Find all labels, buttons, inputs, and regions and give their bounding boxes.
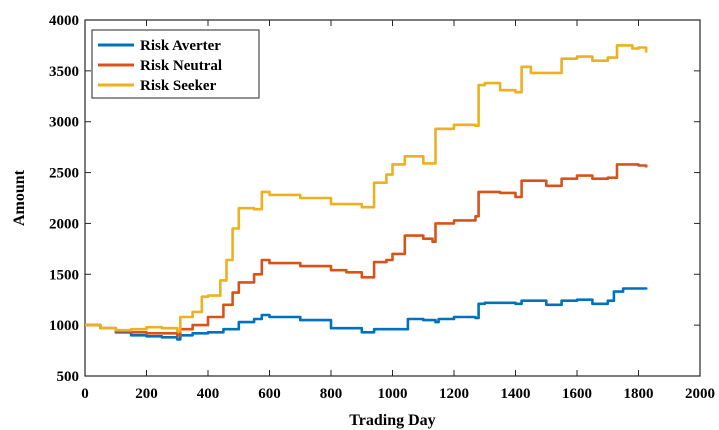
y-tick-label: 500: [57, 369, 80, 385]
x-tick-label: 1800: [624, 386, 654, 402]
y-tick-label: 1500: [49, 267, 79, 283]
legend-label: Risk Seeker: [140, 78, 217, 94]
y-tick-label: 1000: [49, 318, 79, 334]
x-tick-label: 2000: [685, 386, 715, 402]
y-axis-title: Amount: [11, 169, 28, 226]
legend-label: Risk Neutral: [140, 58, 222, 74]
x-tick-label: 1000: [378, 386, 408, 402]
x-tick-label: 0: [81, 386, 89, 402]
x-axis-title: Trading Day: [349, 412, 435, 429]
y-tick-label: 3500: [49, 64, 79, 80]
legend: Risk Averter Risk Neutral Risk Seeker: [91, 29, 260, 99]
legend-label: Risk Averter: [140, 38, 221, 54]
y-tick-label: 3000: [49, 115, 79, 131]
x-tick-label: 400: [197, 386, 220, 402]
x-tick-label: 1400: [501, 386, 531, 402]
y-tick-label: 4000: [49, 13, 79, 29]
series-line-risk-averter: [85, 287, 648, 341]
y-axis: 500 1000 1500 2000 2500 3000 3500 4000: [49, 13, 700, 385]
series-line-risk-seeker: [85, 44, 648, 333]
series-lines: [85, 44, 648, 341]
x-tick-label: 1200: [439, 386, 469, 402]
x-tick-label: 800: [320, 386, 343, 402]
x-tick-label: 200: [135, 386, 158, 402]
y-tick-label: 2000: [49, 216, 79, 232]
x-tick-label: 1600: [562, 386, 592, 402]
x-axis: 0 200 400 600 800 1000 1200 1400 1600 1800 2000: [81, 20, 715, 402]
series-line-risk-neutral: [85, 163, 648, 337]
y-tick-label: 2500: [49, 166, 79, 182]
x-tick-label: 600: [258, 386, 281, 402]
